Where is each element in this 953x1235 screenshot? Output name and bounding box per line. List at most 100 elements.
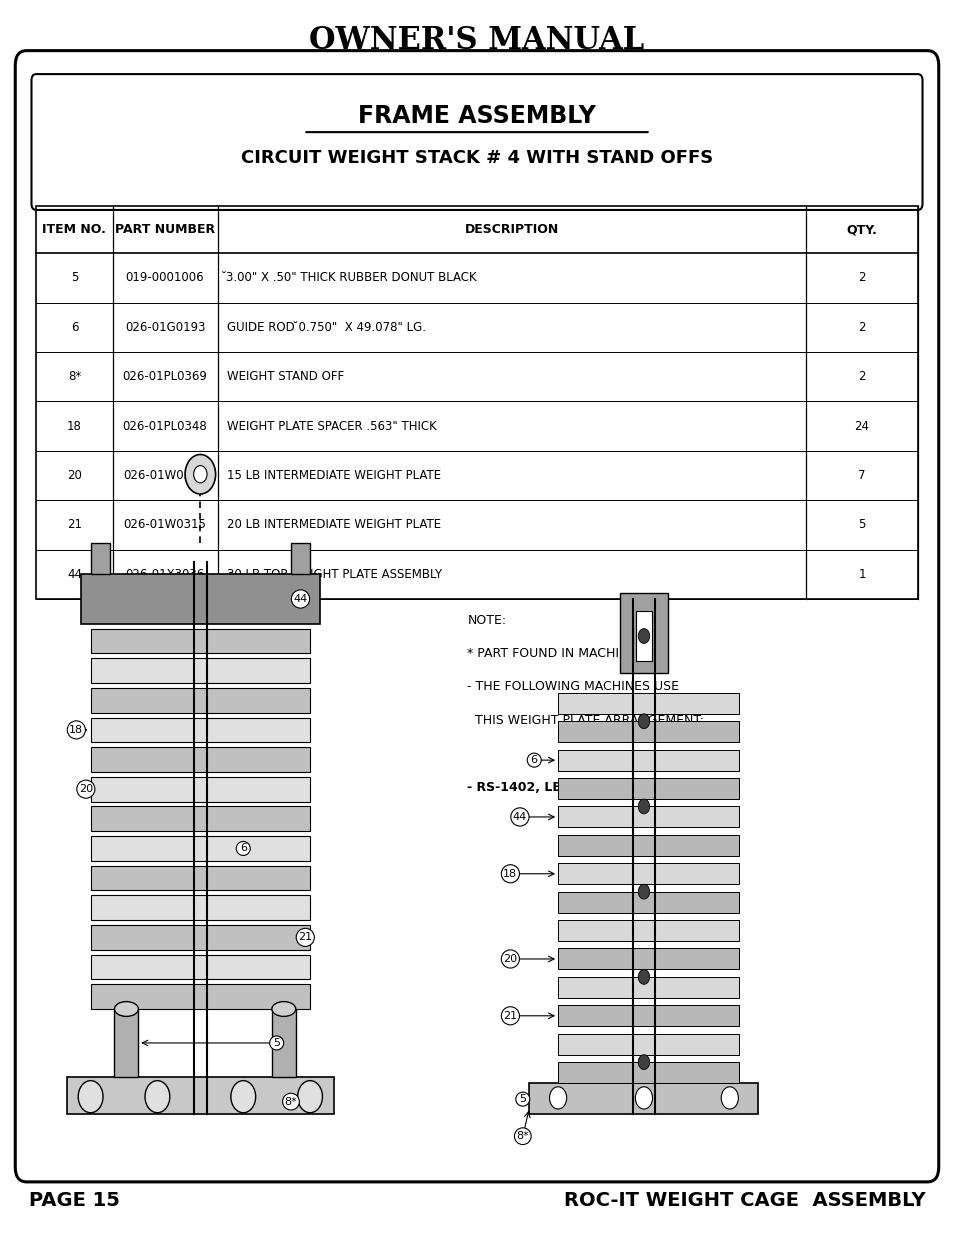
Bar bbox=[91, 836, 310, 861]
Text: DESCRIPTION: DESCRIPTION bbox=[464, 224, 558, 236]
Text: 21: 21 bbox=[503, 1010, 517, 1021]
Text: 7: 7 bbox=[858, 469, 864, 482]
Bar bbox=[558, 892, 739, 913]
Text: 5: 5 bbox=[518, 1094, 526, 1104]
Circle shape bbox=[638, 714, 649, 729]
Bar bbox=[558, 693, 739, 714]
Bar bbox=[91, 543, 110, 574]
Bar bbox=[558, 750, 739, 771]
Text: 026-01X3036: 026-01X3036 bbox=[125, 568, 205, 580]
Text: 21: 21 bbox=[298, 932, 312, 942]
Text: 2: 2 bbox=[858, 272, 864, 284]
Text: CIRCUIT WEIGHT STACK # 4 WITH STAND OFFS: CIRCUIT WEIGHT STACK # 4 WITH STAND OFFS bbox=[240, 149, 713, 167]
Circle shape bbox=[297, 1081, 322, 1113]
Text: OWNER'S MANUAL: OWNER'S MANUAL bbox=[309, 25, 644, 57]
Circle shape bbox=[145, 1081, 170, 1113]
Circle shape bbox=[638, 629, 649, 643]
Text: 20 LB INTERMEDIATE WEIGHT PLATE: 20 LB INTERMEDIATE WEIGHT PLATE bbox=[227, 519, 440, 531]
Bar bbox=[91, 688, 310, 713]
Text: 20: 20 bbox=[79, 784, 92, 794]
Bar bbox=[91, 747, 310, 772]
Text: 20: 20 bbox=[67, 469, 82, 482]
Bar bbox=[81, 574, 319, 624]
Circle shape bbox=[549, 1087, 566, 1109]
Text: 5: 5 bbox=[858, 519, 864, 531]
Bar bbox=[272, 1009, 295, 1077]
Text: 21: 21 bbox=[67, 519, 82, 531]
Ellipse shape bbox=[272, 1002, 295, 1016]
Text: 44: 44 bbox=[67, 568, 82, 580]
Text: WEIGHT STAND OFF: WEIGHT STAND OFF bbox=[227, 370, 344, 383]
Text: PART NUMBER: PART NUMBER bbox=[115, 224, 214, 236]
Text: GUIDE ROD ̆0.750"  X 49.078" LG.: GUIDE ROD ̆0.750" X 49.078" LG. bbox=[227, 321, 426, 333]
Text: 44: 44 bbox=[294, 594, 307, 604]
Circle shape bbox=[720, 1087, 738, 1109]
Ellipse shape bbox=[114, 1002, 138, 1016]
Text: 026-01W0315: 026-01W0315 bbox=[124, 519, 206, 531]
Bar bbox=[529, 1083, 758, 1114]
Bar bbox=[619, 593, 667, 673]
Circle shape bbox=[231, 1081, 255, 1113]
Bar bbox=[558, 920, 739, 941]
Text: - RS-1402, LEG CURL: - RS-1402, LEG CURL bbox=[467, 781, 612, 794]
Circle shape bbox=[638, 969, 649, 984]
FancyBboxPatch shape bbox=[31, 74, 922, 210]
Text: 18: 18 bbox=[503, 868, 517, 879]
Text: 6: 6 bbox=[71, 321, 78, 333]
Bar bbox=[91, 658, 310, 683]
Bar bbox=[558, 806, 739, 827]
Bar bbox=[91, 718, 310, 742]
Text: 2: 2 bbox=[858, 370, 864, 383]
Text: QTY.: QTY. bbox=[845, 224, 877, 236]
Bar bbox=[636, 611, 651, 661]
Bar bbox=[558, 863, 739, 884]
Circle shape bbox=[638, 884, 649, 899]
Text: 026-01W0312: 026-01W0312 bbox=[123, 469, 207, 482]
Bar bbox=[91, 806, 310, 831]
Text: PAGE 15: PAGE 15 bbox=[29, 1191, 119, 1210]
Bar bbox=[91, 777, 310, 802]
Text: 2: 2 bbox=[858, 321, 864, 333]
Text: 18: 18 bbox=[67, 420, 82, 432]
Bar bbox=[36, 206, 917, 599]
Text: FRAME ASSEMBLY: FRAME ASSEMBLY bbox=[357, 104, 596, 128]
Bar bbox=[558, 977, 739, 998]
Text: WEIGHT PLATE SPACER .563" THICK: WEIGHT PLATE SPACER .563" THICK bbox=[227, 420, 436, 432]
Bar bbox=[558, 1034, 739, 1055]
Bar bbox=[558, 835, 739, 856]
Text: * PART FOUND IN MACHINE BOX.: * PART FOUND IN MACHINE BOX. bbox=[467, 647, 670, 661]
Circle shape bbox=[638, 1055, 649, 1070]
Circle shape bbox=[185, 454, 215, 494]
Circle shape bbox=[193, 466, 207, 483]
Text: 8*: 8* bbox=[516, 1131, 529, 1141]
Bar bbox=[291, 543, 310, 574]
Bar bbox=[91, 925, 310, 950]
Bar bbox=[91, 895, 310, 920]
Text: 8*: 8* bbox=[284, 1097, 297, 1107]
Text: 5: 5 bbox=[273, 1037, 280, 1049]
Text: 026-01PL0369: 026-01PL0369 bbox=[123, 370, 207, 383]
Bar bbox=[558, 948, 739, 969]
Bar bbox=[114, 1009, 138, 1077]
Text: 30 LB TOP WEIGHT PLATE ASSEMBLY: 30 LB TOP WEIGHT PLATE ASSEMBLY bbox=[227, 568, 441, 580]
Bar bbox=[558, 778, 739, 799]
Text: NOTE:: NOTE: bbox=[467, 614, 506, 627]
Circle shape bbox=[635, 1087, 652, 1109]
Text: - THE FOLLOWING MACHINES USE: - THE FOLLOWING MACHINES USE bbox=[467, 680, 679, 694]
Text: ROC-IT WEIGHT CAGE  ASSEMBLY: ROC-IT WEIGHT CAGE ASSEMBLY bbox=[563, 1191, 924, 1210]
Text: ITEM NO.: ITEM NO. bbox=[43, 224, 106, 236]
FancyBboxPatch shape bbox=[15, 51, 938, 1182]
Text: THIS WEIGHT PLATE ARRANGEMENT:: THIS WEIGHT PLATE ARRANGEMENT: bbox=[467, 714, 703, 727]
Text: 15 LB INTERMEDIATE WEIGHT PLATE: 15 LB INTERMEDIATE WEIGHT PLATE bbox=[227, 469, 440, 482]
Bar bbox=[91, 866, 310, 890]
Text: 24: 24 bbox=[854, 420, 868, 432]
Text: 8*: 8* bbox=[68, 370, 81, 383]
Text: 026-01G0193: 026-01G0193 bbox=[125, 321, 205, 333]
Text: 6: 6 bbox=[530, 755, 537, 766]
Text: 18: 18 bbox=[70, 725, 83, 735]
Circle shape bbox=[78, 1081, 103, 1113]
Bar bbox=[558, 721, 739, 742]
Text: 6: 6 bbox=[239, 844, 247, 853]
FancyBboxPatch shape bbox=[67, 1077, 334, 1114]
Text: 1: 1 bbox=[858, 568, 864, 580]
